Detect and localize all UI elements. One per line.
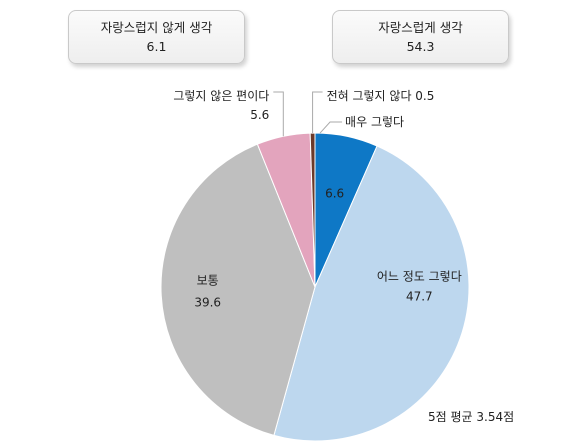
summary-box-positive: 자랑스럽게 생각 54.3 <box>332 10 509 64</box>
summary-negative-label: 자랑스럽지 않게 생각 <box>100 20 213 35</box>
summary-positive-value: 54.3 <box>406 39 435 54</box>
summary-negative-value: 6.1 <box>146 39 167 54</box>
pie-slices <box>160 132 470 442</box>
slice-value-2: 39.6 <box>194 295 221 309</box>
summary-positive-label: 자랑스럽게 생각 <box>378 20 463 35</box>
slice-label-1: 어느 정도 그렇다 <box>377 268 462 283</box>
slice-value-1: 47.7 <box>406 289 433 303</box>
pie-slice-2 <box>160 143 316 437</box>
leader-line-3 <box>273 91 284 137</box>
slice-label-4: 전혀 그렇지 않다 0.5 <box>327 88 435 103</box>
slice-value-0: 6.6 <box>325 187 344 201</box>
footnote-average: 5점 평균 3.54점 <box>428 410 514 424</box>
summary-box-negative: 자랑스럽지 않게 생각 6.1 <box>68 10 245 64</box>
slice-label-0: 매우 그렇다 <box>345 114 404 129</box>
slice-value-3: 5.6 <box>250 108 269 122</box>
slice-label-3: 그렇지 않은 편이다 <box>173 88 269 103</box>
leader-line-4 <box>312 91 323 134</box>
leader-line-0 <box>319 121 343 134</box>
leader-lines <box>273 91 343 137</box>
slice-label-2: 보통 <box>197 273 219 287</box>
pie-slice-4 <box>309 132 316 288</box>
pie-slice-1 <box>273 145 470 442</box>
